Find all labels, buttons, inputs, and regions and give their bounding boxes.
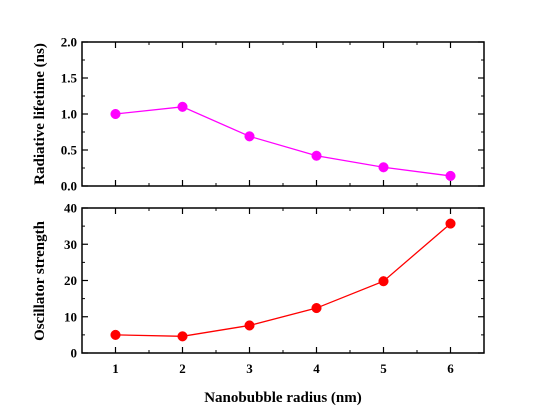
x-tick-label: 5 — [380, 361, 387, 376]
y-tick-label: 20 — [64, 273, 77, 288]
data-point — [110, 108, 121, 120]
bottom-panel-oscillator: 0 10 20 30 40 1 2 3 4 5 6 Oscillator strength — [32, 201, 485, 376]
top-panel-lifetime: 0.0 0.5 1.0 1.5 2.0 Radiative lifetime (ns) — [32, 35, 485, 194]
data-point — [445, 218, 456, 229]
data-point — [177, 331, 188, 342]
data-point — [110, 329, 121, 340]
y-tick-label: 0 — [71, 346, 78, 361]
y-tick-label: 1.0 — [61, 107, 77, 122]
x-tick-label: 2 — [179, 361, 186, 376]
data-point — [378, 276, 389, 287]
data-point — [378, 162, 389, 173]
y-tick-label: 1.5 — [61, 71, 78, 86]
data-point — [445, 170, 456, 181]
y-tick-label: 0.5 — [61, 143, 78, 158]
y-tick-label: 30 — [64, 237, 77, 252]
data-point — [244, 320, 255, 331]
x-tick-label: 3 — [246, 361, 253, 376]
y-tick-label: 2.0 — [61, 35, 77, 50]
data-point — [311, 303, 322, 314]
x-tick-label: 4 — [313, 361, 320, 376]
x-tick-label: 6 — [447, 361, 454, 376]
series-line — [115, 223, 451, 337]
y-tick-label: 0.0 — [61, 179, 77, 194]
x-tick-label: 1 — [112, 361, 119, 376]
plot-frame — [81, 207, 485, 354]
y-tick-label: 40 — [64, 201, 77, 216]
y-tick-label: 10 — [64, 309, 77, 324]
data-point — [177, 101, 188, 112]
x-axis-title: Nanobubble radius (nm) — [204, 390, 362, 406]
data-point — [244, 131, 255, 142]
plot-frame — [81, 41, 485, 187]
series-line — [115, 106, 451, 177]
y-axis-title: Oscillator strength — [32, 220, 48, 341]
y-axis-title: Radiative lifetime (ns) — [32, 43, 48, 185]
data-point — [311, 150, 322, 161]
